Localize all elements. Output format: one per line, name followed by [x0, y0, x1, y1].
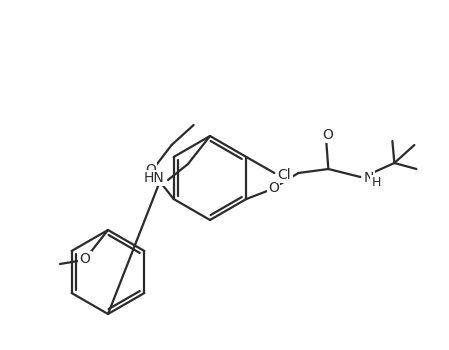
Text: H: H [371, 176, 381, 189]
Text: O: O [79, 252, 90, 266]
Text: Cl: Cl [277, 168, 291, 182]
Text: N: N [363, 171, 374, 185]
Text: O: O [268, 181, 279, 195]
Text: O: O [322, 128, 333, 142]
Text: O: O [145, 163, 156, 177]
Text: HN: HN [144, 171, 164, 185]
